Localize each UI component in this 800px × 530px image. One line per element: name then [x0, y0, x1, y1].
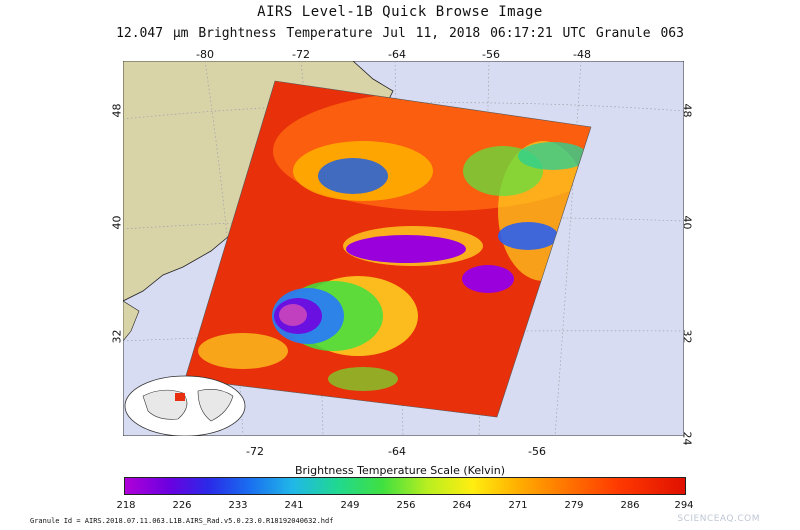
colorbar-tick: 249 [340, 500, 360, 511]
lon-label-top: -72 [292, 48, 310, 61]
lat-label-left: 40 [110, 215, 124, 230]
colorbar-tick: 279 [564, 500, 584, 511]
colorbar-tick: 256 [396, 500, 416, 511]
lon-label-top: -48 [573, 48, 591, 61]
lon-label-top: -80 [196, 48, 214, 61]
satellite-map [123, 61, 684, 436]
watermark: SCIENCEAQ.COM [677, 514, 760, 524]
granule-id: Granule Id = AIRS.2018.07.11.063.L1B.AIR… [30, 517, 334, 525]
temperature-colorbar [124, 477, 686, 495]
image-title: AIRS Level-1B Quick Browse Image [257, 4, 543, 20]
colorbar-tick: 241 [284, 500, 304, 511]
land-area [123, 300, 140, 342]
colorbar-title: Brightness Temperature Scale (Kelvin) [295, 464, 505, 477]
lon-label-top: -64 [388, 48, 406, 61]
image-subtitle: 12.047 µm Brightness Temperature Jul 11,… [116, 26, 684, 41]
colorbar-tick: 286 [620, 500, 640, 511]
lat-label-left: 32 [110, 329, 124, 344]
colorbar-tick: 226 [172, 500, 192, 511]
colorbar-tick: 218 [116, 500, 136, 511]
lat-label-left: 48 [110, 103, 124, 118]
colorbar-tick: 271 [508, 500, 528, 511]
inset-globe [124, 375, 246, 436]
colorbar-tick: 233 [228, 500, 248, 511]
lon-label-top: -56 [482, 48, 500, 61]
colorbar-tick: 264 [452, 500, 472, 511]
colorbar-tick: 294 [674, 500, 694, 511]
lon-label-bottom: -64 [388, 445, 406, 458]
lon-label-bottom: -56 [528, 445, 546, 458]
lon-label-bottom: -72 [246, 445, 264, 458]
airs-swath [185, 81, 591, 417]
